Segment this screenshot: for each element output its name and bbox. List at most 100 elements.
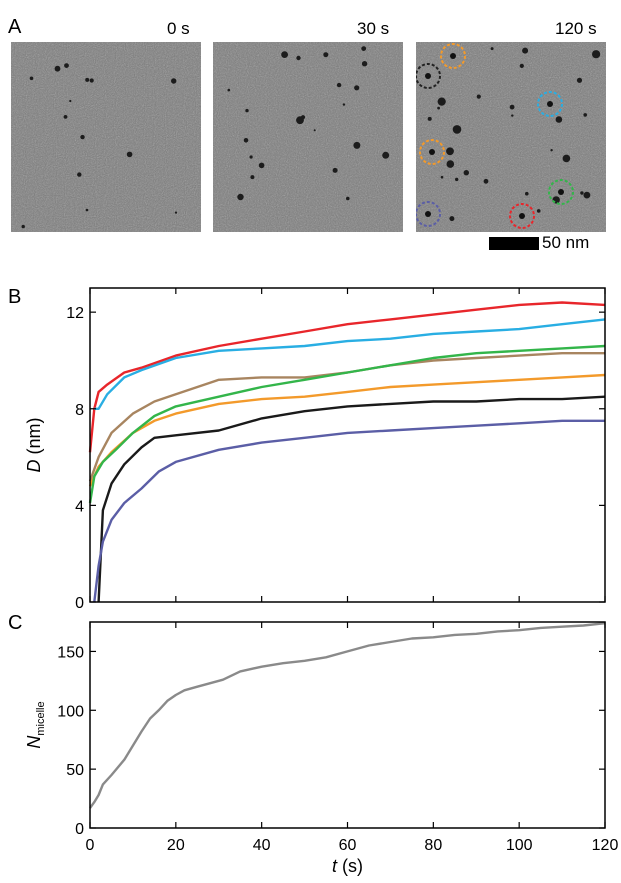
particle — [174, 211, 178, 214]
particle — [511, 114, 514, 117]
x-tick-label: 0 — [86, 837, 95, 854]
tracked-micelle-circle — [509, 203, 535, 229]
y-tick-label: 12 — [66, 305, 84, 322]
y-tick-label: 150 — [57, 644, 84, 661]
particle — [509, 104, 515, 110]
particle — [54, 65, 61, 72]
particle — [576, 77, 583, 83]
y-axis-label-b: D (nm) — [24, 418, 44, 473]
particle — [21, 224, 25, 229]
particle — [323, 52, 329, 58]
x-axis-label-c: t (s) — [332, 856, 363, 876]
particle — [249, 155, 253, 159]
particle — [80, 134, 85, 140]
particle — [580, 191, 584, 195]
tem-noise-120s — [416, 42, 606, 232]
tracked-micelle-circle — [416, 63, 441, 89]
tracked-micelle — [425, 73, 431, 79]
particle — [562, 154, 571, 163]
particle — [592, 50, 601, 59]
particle — [525, 191, 529, 196]
series-line-4 — [88, 344, 606, 504]
particle — [89, 78, 94, 83]
tem-image-0s — [11, 42, 201, 232]
particle — [313, 129, 316, 132]
particle — [300, 115, 306, 120]
particle — [446, 147, 454, 156]
particle — [69, 99, 72, 103]
tracked-micelle — [558, 189, 564, 195]
time-label-30s: 30 s — [357, 19, 390, 38]
particle — [437, 106, 440, 110]
panel-b-letter: B — [8, 286, 22, 308]
y-tick-label: 4 — [75, 498, 84, 515]
series-line-0 — [89, 622, 606, 809]
particle — [227, 88, 231, 92]
particle — [490, 47, 494, 51]
particle — [126, 151, 133, 158]
y-tick-label: 100 — [57, 703, 84, 720]
particle — [85, 208, 89, 212]
particle — [427, 116, 432, 121]
tracked-micelle-circle — [548, 179, 574, 205]
particle — [519, 63, 524, 68]
particle — [63, 115, 68, 119]
particle — [382, 151, 390, 159]
x-tick-label: 120 — [592, 837, 619, 854]
particle — [550, 149, 553, 152]
series-line-5 — [97, 395, 606, 603]
tracked-micelle-circle — [419, 139, 445, 165]
x-tick-label: 20 — [167, 837, 185, 854]
time-label-120s: 120 s — [555, 19, 597, 38]
particle — [463, 170, 469, 176]
tracked-micelle — [450, 53, 456, 59]
tem-noise-0s — [11, 42, 201, 232]
particle — [440, 175, 444, 179]
series-line-0 — [88, 301, 606, 453]
particle — [536, 209, 541, 213]
particle — [583, 191, 591, 199]
panel-a-letter: A — [8, 16, 22, 38]
plot-frame — [89, 287, 606, 603]
tracked-micelle — [429, 149, 435, 155]
chart-b: 0 4 8 12 D (nm) — [24, 287, 606, 612]
particle — [250, 175, 255, 180]
plot-frame — [89, 621, 606, 829]
tem-noise-30s — [213, 42, 403, 232]
particle — [483, 178, 489, 184]
particle — [171, 78, 177, 84]
particle — [354, 85, 360, 91]
particle — [245, 108, 249, 113]
particle — [555, 116, 563, 123]
tem-image-120s — [416, 42, 606, 232]
particle — [258, 162, 265, 169]
particle — [77, 172, 82, 177]
particle — [353, 141, 361, 149]
particle — [449, 216, 455, 222]
particle — [437, 97, 446, 106]
particle — [522, 47, 529, 54]
tracked-micelle — [547, 101, 553, 107]
series-line-3 — [88, 373, 606, 487]
y-tick-label: 0 — [75, 595, 84, 612]
time-label-0s: 0 s — [167, 19, 190, 38]
particle — [361, 46, 367, 51]
series-line-1 — [94, 318, 606, 410]
particle — [583, 113, 587, 117]
scale-bar-label: 50 nm — [542, 233, 590, 252]
tracked-micelle-circle — [537, 91, 563, 117]
particle — [243, 138, 249, 143]
particle — [455, 177, 459, 182]
y-tick-label: 50 — [66, 762, 84, 779]
particle — [342, 103, 346, 106]
series-line-2 — [88, 352, 605, 482]
tracked-micelle — [519, 213, 525, 219]
particle — [346, 196, 350, 201]
particle — [237, 193, 244, 201]
series-line-6 — [93, 419, 605, 603]
particle — [446, 160, 455, 168]
particle — [281, 51, 288, 58]
particle — [452, 125, 462, 134]
particle — [85, 77, 90, 82]
